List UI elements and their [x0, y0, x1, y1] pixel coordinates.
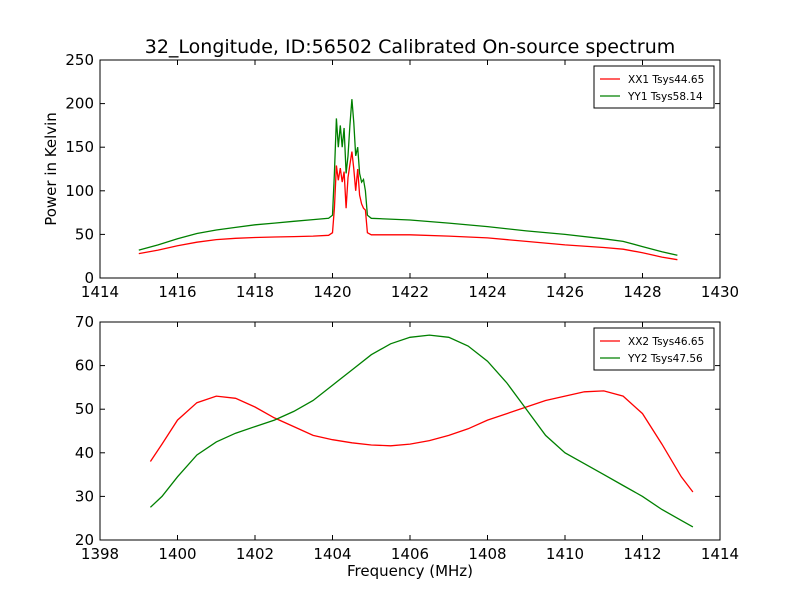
x-tick-label: 1428 [623, 283, 661, 301]
y-tick-label: 100 [65, 182, 94, 200]
y-tick-label: 20 [75, 531, 94, 549]
x-tick-label: 1416 [158, 283, 196, 301]
series-line-1 [138, 151, 678, 261]
y-tick-label: 60 [75, 357, 94, 375]
legend: XX2 Tsys46.65 YY2 Tsys47.56 [593, 327, 715, 371]
x-tick-label: 1406 [391, 545, 429, 563]
legend-box [593, 327, 715, 371]
legend-label: YY2 Tsys47.56 [627, 353, 703, 365]
y-tick-label: 50 [75, 225, 94, 243]
y-tick-label: 0 [84, 269, 94, 287]
chart-title: 32_Longitude, ID:56502 Calibrated On-sou… [145, 36, 676, 58]
x-tick-label: 1404 [313, 545, 351, 563]
x-tick-label: 1424 [468, 283, 506, 301]
legend-label: XX2 Tsys46.65 [628, 336, 704, 348]
y-tick-label: 150 [65, 138, 94, 156]
x-tick-label: 1412 [623, 545, 661, 563]
x-tick-label: 1410 [546, 545, 584, 563]
y-tick-label: 30 [75, 487, 94, 505]
x-tick-label: 1418 [236, 283, 274, 301]
series-line-1 [149, 390, 694, 493]
x-axis-label: Frequency (MHz) [347, 562, 473, 580]
legend-box [593, 65, 715, 109]
y-tick-label: 40 [75, 444, 94, 462]
x-tick-label: 1398 [81, 545, 119, 563]
x-tick-label: 1414 [701, 545, 739, 563]
x-tick-label: 1426 [546, 283, 584, 301]
x-tick-label: 1422 [391, 283, 429, 301]
y-tick-label: 70 [75, 313, 94, 331]
top-panel: 1414 1416 1418 1420 1422 1424 1426 1428 1430 0 50 1… [42, 51, 739, 301]
bottom-panel: 1398 1400 1402 1404 1406 1408 1410 1412 1414 20 30… [75, 313, 739, 580]
x-tick-label: 1402 [236, 545, 274, 563]
y-tick-label: 200 [65, 95, 94, 113]
y-tick-label: 250 [65, 51, 94, 69]
x-tick-label: 1420 [313, 283, 351, 301]
legend-label: YY1 Tsys58.14 [627, 91, 703, 103]
x-tick-label: 1430 [701, 283, 739, 301]
x-tick-label: 1408 [468, 545, 506, 563]
y-tick-label: 50 [75, 400, 94, 418]
legend-label: XX1 Tsys44.65 [628, 74, 704, 86]
x-tick-label: 1414 [81, 283, 119, 301]
x-tick-label: 1400 [158, 545, 196, 563]
y-axis-label: Power in Kelvin [42, 112, 60, 226]
legend: XX1 Tsys44.65 YY1 Tsys58.14 [593, 65, 715, 109]
series-line-2 [138, 99, 678, 256]
series-line-2 [149, 334, 694, 528]
